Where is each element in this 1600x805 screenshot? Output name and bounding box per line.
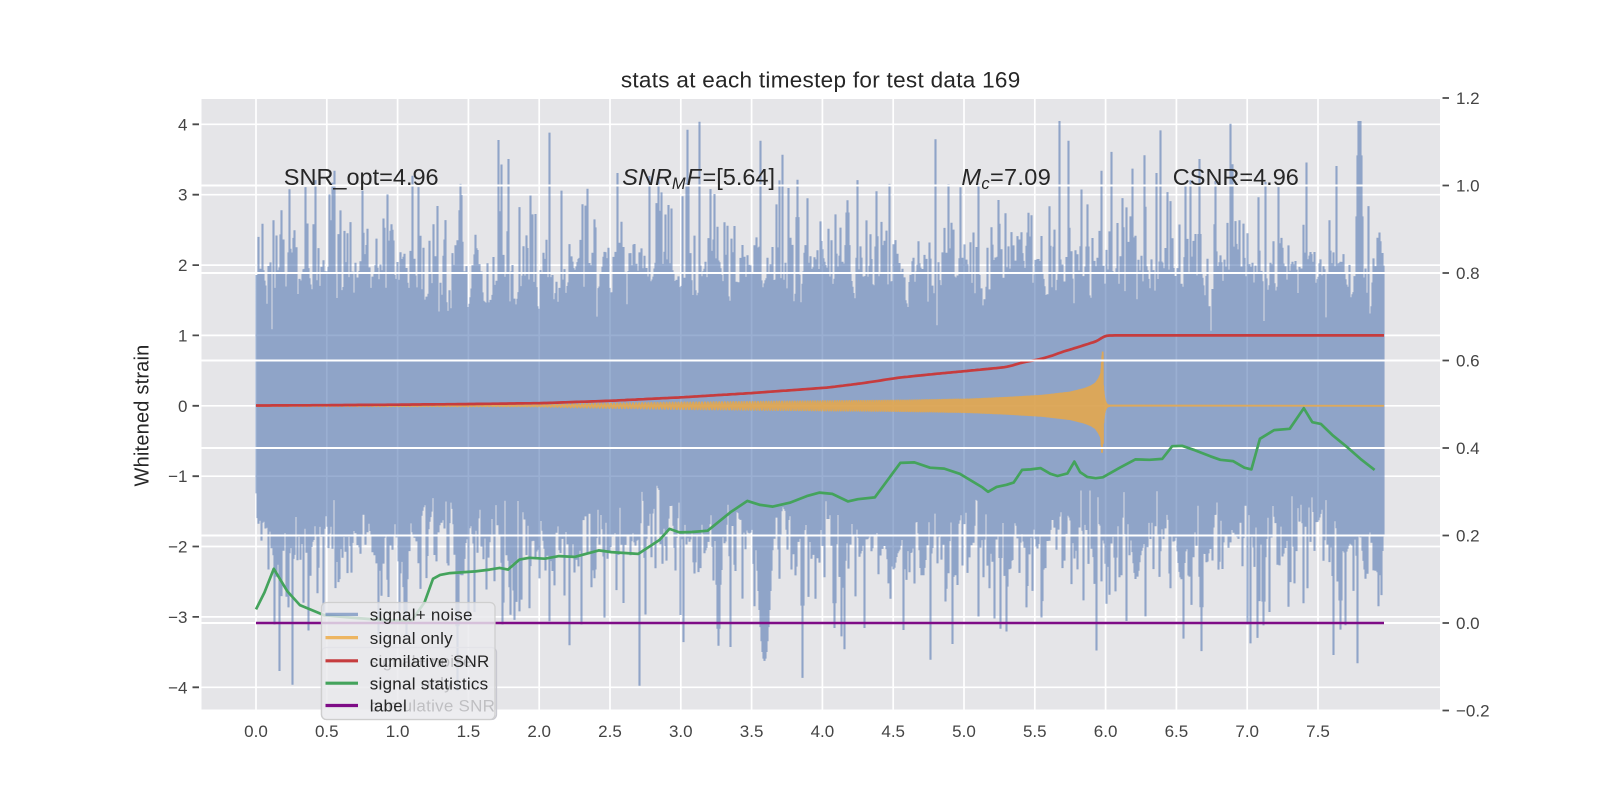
svg-text:1.0: 1.0 [1456,177,1480,196]
svg-text:6.0: 6.0 [1094,722,1118,741]
svg-text:0.6: 0.6 [1456,352,1480,371]
svg-text:−1: −1 [168,467,187,486]
svg-text:0.0: 0.0 [244,722,268,741]
svg-text:5.5: 5.5 [1023,722,1047,741]
svg-text:−0.2: −0.2 [1456,702,1490,721]
svg-text:3.0: 3.0 [669,722,693,741]
svg-text:cumilative SNR: cumilative SNR [370,652,490,671]
svg-text:7.5: 7.5 [1306,722,1330,741]
svg-text:7.0: 7.0 [1235,722,1259,741]
svg-text:CSNR=4.96: CSNR=4.96 [1173,164,1299,190]
svg-text:SNRMF=[5.64]: SNRMF=[5.64] [622,164,775,193]
svg-text:4: 4 [178,115,187,134]
svg-text:4.5: 4.5 [881,722,905,741]
svg-text:6.5: 6.5 [1165,722,1189,741]
svg-text:1.5: 1.5 [457,722,481,741]
svg-text:4.0: 4.0 [811,722,835,741]
svg-text:Mc=7.09: Mc=7.09 [961,164,1051,193]
svg-text:signal statistics: signal statistics [370,674,489,693]
svg-text:3.5: 3.5 [740,722,764,741]
svg-text:−2: −2 [168,538,187,557]
svg-text:3: 3 [178,186,187,205]
svg-text:0.5: 0.5 [315,722,339,741]
svg-text:0: 0 [178,397,187,416]
svg-text:0.0: 0.0 [1456,614,1480,633]
svg-text:stats at each timestep for tes: stats at each timestep for test data 169 [621,68,1021,93]
svg-text:signal only: signal only [370,629,453,648]
svg-text:1: 1 [178,326,187,345]
svg-text:2.5: 2.5 [598,722,622,741]
svg-text:Whitened strain: Whitened strain [132,345,154,487]
svg-text:2.0: 2.0 [527,722,551,741]
svg-text:signal+ noise: signal+ noise [370,606,473,625]
svg-text:5.0: 5.0 [952,722,976,741]
svg-text:SNR_opt=4.96: SNR_opt=4.96 [284,164,439,190]
svg-text:1.2: 1.2 [1456,89,1480,108]
svg-text:−3: −3 [168,608,187,627]
svg-text:0.8: 0.8 [1456,264,1480,283]
svg-text:label: label [370,697,407,716]
svg-text:1.0: 1.0 [386,722,410,741]
svg-text:0.4: 0.4 [1456,439,1480,458]
svg-text:0.2: 0.2 [1456,527,1480,546]
svg-text:−4: −4 [168,678,187,697]
svg-text:2: 2 [178,256,187,275]
